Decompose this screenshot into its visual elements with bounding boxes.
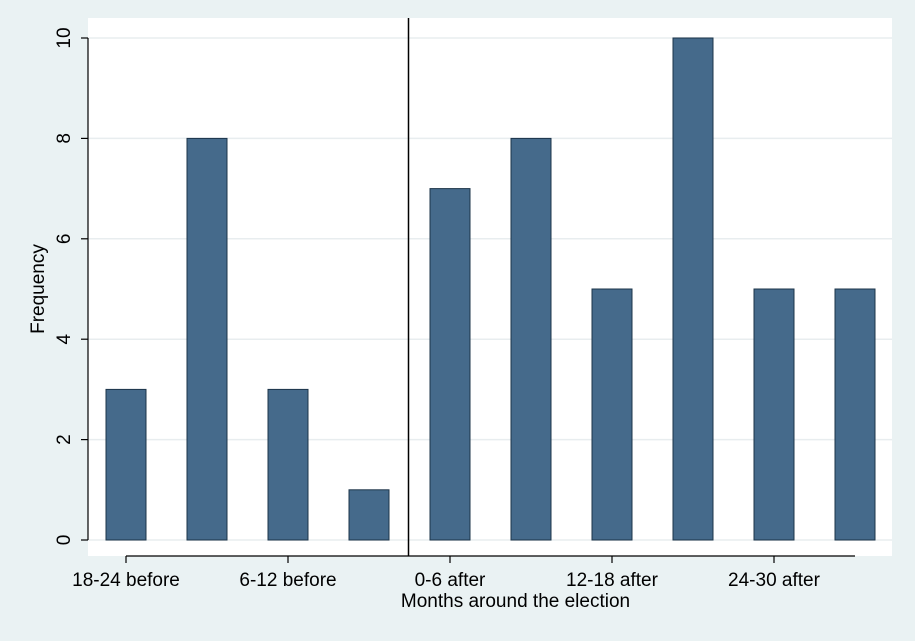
- x-tick-label: 24-30 after: [728, 570, 821, 591]
- bar: [591, 288, 633, 541]
- bar: [186, 137, 228, 541]
- x-tick-label: 18-24 before: [72, 570, 180, 591]
- y-axis-title: Frequency: [28, 244, 49, 334]
- bar: [510, 137, 552, 541]
- y-tick-label: 4: [54, 333, 75, 344]
- y-tick-label: 10: [54, 27, 75, 48]
- bar: [834, 288, 876, 541]
- bar: [429, 188, 471, 541]
- y-tick-label: 6: [54, 234, 75, 245]
- x-tick-label: 6-12 before: [239, 570, 336, 591]
- y-tick-label: 8: [54, 133, 75, 144]
- bar: [672, 37, 714, 541]
- y-axis: 0 2 4 6 8 10: [54, 27, 89, 546]
- bar: [348, 489, 390, 541]
- bars: [105, 37, 876, 541]
- bar: [753, 288, 795, 541]
- x-axis-title: Months around the election: [401, 591, 630, 612]
- y-tick-label: 0: [54, 535, 75, 546]
- y-tick-label: 2: [54, 434, 75, 445]
- x-axis: 18-24 before 6-12 before 0-6 after 12-18 af…: [72, 555, 855, 591]
- x-tick-label: 0-6 after: [415, 570, 486, 591]
- bar: [105, 388, 147, 541]
- x-tick-label: 12-18 after: [566, 570, 659, 591]
- bar: [267, 388, 309, 541]
